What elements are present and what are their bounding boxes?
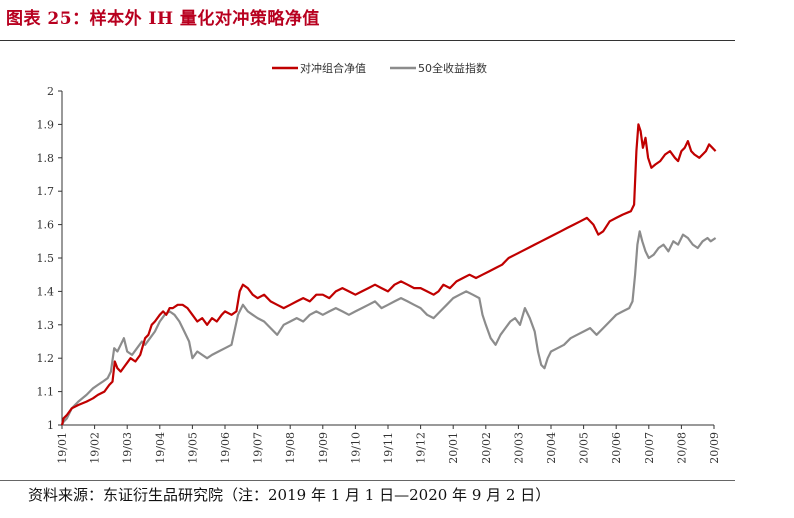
series-line-sse50-total-return bbox=[61, 230, 717, 426]
x-tick-label: 19/07 bbox=[252, 432, 265, 464]
x-tick-label: 20/06 bbox=[610, 432, 623, 464]
y-tick-label: 1.6 bbox=[37, 219, 55, 232]
y-tick-label: 1.7 bbox=[37, 185, 55, 198]
x-tick-label: 19/02 bbox=[89, 432, 102, 464]
y-tick-label: 1.5 bbox=[37, 252, 55, 265]
x-tick-label: 20/08 bbox=[675, 432, 688, 464]
x-tick-label: 19/12 bbox=[415, 432, 428, 464]
source-note: 资料来源：东证衍生品研究院（注：2019 年 1 月 1 日—2020 年 9 … bbox=[28, 486, 551, 504]
legend-label: 50全收益指数 bbox=[418, 61, 487, 75]
x-tick-label: 20/09 bbox=[708, 432, 721, 464]
x-tick-label: 20/05 bbox=[578, 432, 591, 464]
y-tick-label: 1.2 bbox=[37, 352, 55, 365]
y-tick-label: 1.3 bbox=[37, 319, 55, 332]
x-tick-label: 20/03 bbox=[512, 432, 525, 464]
x-tick-label: 19/03 bbox=[121, 432, 134, 464]
y-tick-label: 1.1 bbox=[37, 386, 55, 399]
x-tick-label: 20/04 bbox=[545, 432, 558, 464]
x-tick-label: 19/08 bbox=[284, 432, 297, 464]
y-tick-label: 1 bbox=[47, 419, 54, 432]
chart-series bbox=[60, 123, 717, 426]
x-tick-label: 19/10 bbox=[349, 432, 362, 464]
x-tick-label: 19/05 bbox=[186, 432, 199, 464]
x-tick-label: 19/11 bbox=[382, 432, 395, 464]
chart-legend: 对冲组合净值 50全收益指数 bbox=[272, 61, 487, 75]
x-tick-label: 20/02 bbox=[480, 432, 493, 464]
x-tick-label: 19/06 bbox=[219, 432, 232, 464]
x-tick-label: 19/01 bbox=[56, 432, 69, 464]
y-tick-label: 1.8 bbox=[37, 152, 55, 165]
legend-label: 对冲组合净值 bbox=[300, 61, 366, 75]
x-tick-label: 19/09 bbox=[317, 432, 330, 464]
title-rule bbox=[0, 40, 735, 41]
x-tick-label: 19/04 bbox=[154, 432, 167, 464]
y-tick-label: 2 bbox=[47, 85, 54, 98]
figure-title: 图表 25：样本外 IH 量化对冲策略净值 bbox=[6, 9, 320, 29]
source-rule bbox=[0, 480, 735, 481]
x-tick-label: 20/01 bbox=[447, 432, 460, 464]
y-tick-label: 1.9 bbox=[37, 118, 55, 131]
x-tick-label: 20/07 bbox=[643, 432, 656, 464]
chart-axes: 1 1.1 1.2 1.3 1.4 1.5 1.6 1.7 1.8 1.9 2 19/01 19/02 1… bbox=[37, 85, 722, 464]
series-line-hedge-nav bbox=[60, 123, 717, 426]
y-tick-label: 1.4 bbox=[37, 285, 55, 298]
